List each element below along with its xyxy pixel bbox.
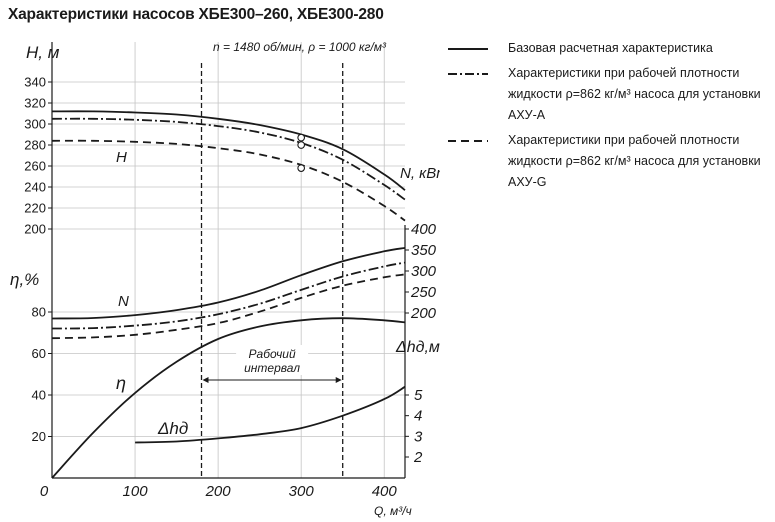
x-tick-label: 200 bbox=[205, 483, 232, 500]
x-tick-label: 100 bbox=[123, 483, 149, 500]
legend-text: Характеристики при рабочей плотности жид… bbox=[508, 66, 761, 122]
legend-swatch bbox=[448, 48, 488, 50]
h-tick-label: 300 bbox=[24, 117, 46, 132]
point-marker bbox=[297, 141, 306, 149]
n-tick-label: 400 bbox=[411, 221, 437, 238]
arrow-head-left bbox=[202, 377, 209, 383]
legend-item-dashdot: Характеристики при рабочей плотности жид… bbox=[448, 63, 768, 126]
curve-label-h: H bbox=[116, 149, 127, 166]
series-dh-solid bbox=[135, 385, 406, 444]
eta-axis-label: η,% bbox=[10, 270, 39, 289]
x-tick-label: 0 bbox=[40, 483, 49, 500]
axes bbox=[48, 42, 409, 479]
series bbox=[51, 63, 406, 479]
n-tick-label: 200 bbox=[410, 305, 437, 322]
n-tick-label: 350 bbox=[411, 242, 437, 259]
series-H-solid bbox=[51, 110, 406, 191]
dh-tick-label: 3 bbox=[414, 428, 423, 445]
point-marker bbox=[297, 133, 306, 142]
x-axis-label: Q, м³/ч bbox=[374, 504, 412, 518]
interval-label-bg bbox=[236, 345, 309, 375]
legend-text: Базовая расчетная характеристика bbox=[508, 41, 713, 55]
n-tick-label: 300 bbox=[411, 263, 437, 280]
dh-tick-label: 5 bbox=[414, 387, 423, 404]
h-tick-label: 340 bbox=[24, 75, 46, 90]
series-N-dashed bbox=[51, 273, 406, 340]
chart-title: Характеристики насосов ХБЕ300–260, ХБЕ30… bbox=[8, 6, 384, 23]
legend-swatch bbox=[448, 140, 488, 142]
n-tick-label: 250 bbox=[410, 284, 437, 301]
h-tick-label: 200 bbox=[24, 222, 46, 237]
series-eta-solid bbox=[51, 317, 406, 479]
subtitle: n = 1480 об/мин, ρ = 1000 кг/м³ bbox=[213, 40, 387, 54]
eta-tick-label: 40 bbox=[32, 388, 46, 403]
legend: Базовая расчетная характеристика Характер… bbox=[448, 38, 768, 193]
h-axis-label: H, м bbox=[26, 43, 60, 62]
dh-tick-label: 2 bbox=[413, 449, 423, 466]
h-tick-label: 220 bbox=[24, 201, 46, 216]
working-interval-label: интервал bbox=[244, 361, 300, 375]
dh-tick-label: 4 bbox=[414, 408, 422, 425]
legend-item-dashed: Характеристики при рабочей плотности жид… bbox=[448, 130, 768, 193]
legend-swatch bbox=[448, 73, 488, 75]
series-H-dashed bbox=[51, 139, 406, 222]
curve-label-n: N bbox=[118, 293, 129, 310]
arrow-head-right bbox=[335, 377, 342, 383]
dh-axis-label: Δhд,м bbox=[395, 339, 440, 356]
x-tick-label: 400 bbox=[372, 483, 398, 500]
h-tick-label: 260 bbox=[24, 159, 46, 174]
series-H-dashdot bbox=[51, 117, 406, 201]
h-tick-label: 320 bbox=[24, 96, 46, 111]
working-interval-label: Рабочий bbox=[249, 347, 296, 361]
curve-label-dh: Δhд bbox=[157, 419, 188, 438]
series-N-solid bbox=[51, 247, 406, 320]
eta-tick-label: 60 bbox=[32, 346, 46, 361]
series-N-dashdot bbox=[51, 261, 406, 330]
eta-tick-label: 20 bbox=[32, 429, 46, 444]
legend-text: Характеристики при рабочей плотности жид… bbox=[508, 133, 761, 189]
x-tick-label: 300 bbox=[289, 483, 315, 500]
n-axis-label: N, кВт bbox=[400, 165, 440, 182]
curve-label-eta: η bbox=[116, 373, 126, 393]
point-marker bbox=[297, 164, 306, 172]
grid bbox=[52, 42, 405, 478]
eta-tick-label: 80 bbox=[32, 305, 46, 320]
legend-item-solid: Базовая расчетная характеристика bbox=[448, 38, 768, 59]
h-tick-label: 240 bbox=[24, 180, 46, 195]
h-tick-label: 280 bbox=[24, 138, 46, 153]
